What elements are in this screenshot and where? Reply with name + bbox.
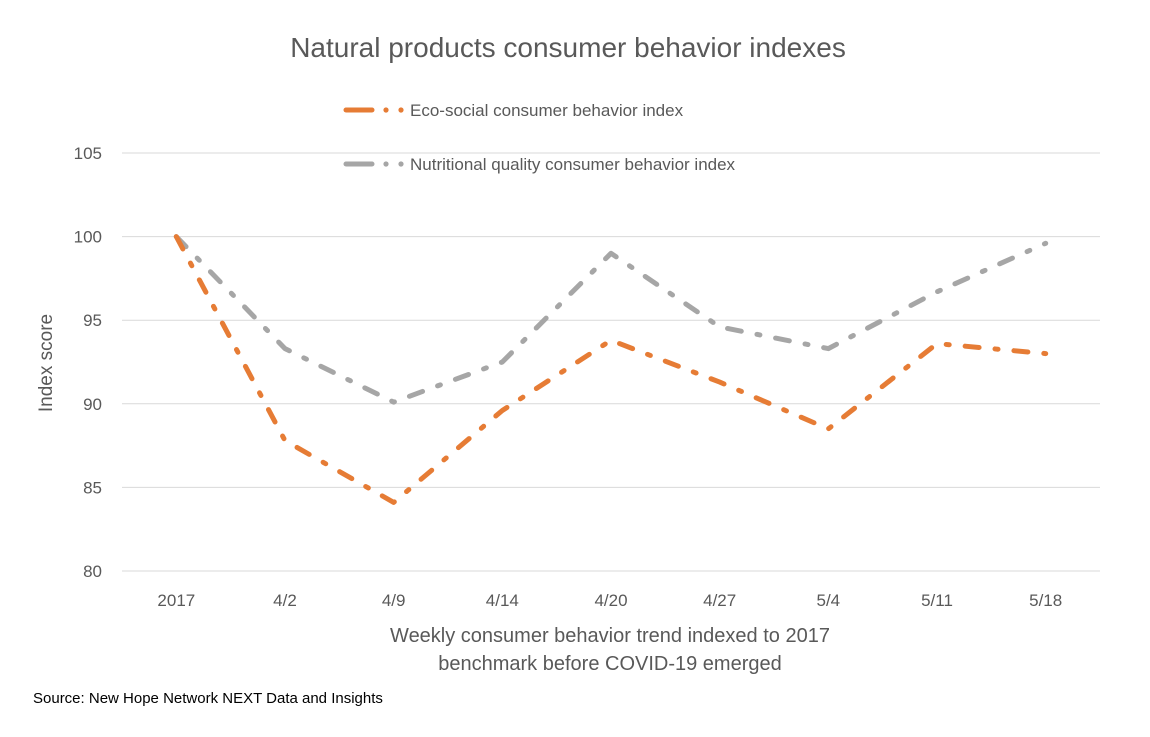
x-axis-label-line-2: benchmark before COVID-19 emerged — [438, 653, 782, 675]
x-tick-label: 5/18 — [1029, 591, 1062, 610]
y-axis-tick-labels: 80 85 90 95 100 105 — [74, 144, 102, 581]
x-tick-label: 2017 — [157, 591, 195, 610]
chart-title: Natural products consumer behavior index… — [290, 32, 846, 63]
y-tick-label: 85 — [83, 478, 102, 497]
x-tick-label: 4/9 — [382, 591, 406, 610]
source-note: Source: New Hope Network NEXT Data and I… — [33, 690, 383, 707]
series-line-eco-social — [173, 234, 1049, 505]
legend-label: Eco-social consumer behavior index — [410, 101, 684, 120]
x-tick-label: 4/20 — [594, 591, 627, 610]
legend-label: Nutritional quality consumer behavior in… — [410, 155, 736, 174]
x-tick-label: 4/27 — [703, 591, 736, 610]
legend-swatch-dot — [398, 107, 404, 113]
y-tick-label: 80 — [83, 562, 102, 581]
legend: Eco-social consumer behavior index Nutrit… — [343, 101, 736, 174]
x-tick-label: 4/14 — [486, 591, 519, 610]
legend-swatch-dot — [383, 161, 389, 167]
y-axis-label: Index score — [36, 314, 57, 412]
y-tick-label: 105 — [74, 144, 102, 163]
legend-swatch-dot — [383, 107, 389, 113]
y-tick-label: 90 — [83, 395, 102, 414]
y-tick-label: 95 — [83, 311, 102, 330]
x-tick-label: 5/4 — [817, 591, 841, 610]
series-lines — [173, 234, 1049, 505]
grid-lines — [122, 152, 1100, 572]
legend-item: Eco-social consumer behavior index — [343, 101, 684, 120]
legend-swatch-dot — [398, 161, 404, 167]
x-tick-label: 4/2 — [273, 591, 297, 610]
legend-item: Nutritional quality consumer behavior in… — [343, 155, 736, 174]
series-line-nutritional-quality — [173, 234, 1049, 405]
x-axis-label-line-1: Weekly consumer behavior trend indexed t… — [390, 625, 830, 647]
x-axis-tick-labels: 2017 4/2 4/9 4/14 4/20 4/27 5/4 5/11 5/18 — [157, 591, 1062, 610]
y-tick-label: 100 — [74, 228, 102, 247]
x-tick-label: 5/11 — [921, 591, 953, 610]
